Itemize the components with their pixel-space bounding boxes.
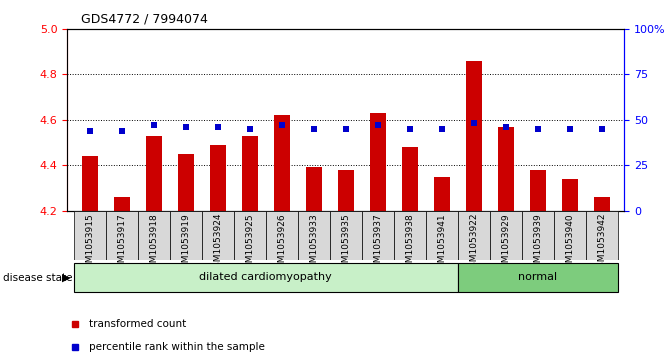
Text: GDS4772 / 7994074: GDS4772 / 7994074: [81, 13, 207, 26]
FancyBboxPatch shape: [297, 211, 329, 260]
Bar: [529, 170, 546, 211]
FancyBboxPatch shape: [362, 211, 394, 260]
FancyBboxPatch shape: [234, 211, 266, 260]
Text: GSM1053929: GSM1053929: [501, 213, 510, 274]
Bar: [370, 113, 386, 211]
Text: dilated cardiomyopathy: dilated cardiomyopathy: [199, 272, 332, 282]
Text: percentile rank within the sample: percentile rank within the sample: [89, 342, 265, 352]
Text: GSM1053917: GSM1053917: [117, 213, 126, 274]
Text: GSM1053941: GSM1053941: [437, 213, 446, 274]
Text: GSM1053919: GSM1053919: [181, 213, 190, 274]
Text: GSM1053935: GSM1053935: [341, 213, 350, 274]
FancyBboxPatch shape: [329, 211, 362, 260]
Bar: [498, 127, 513, 211]
Bar: [594, 197, 610, 211]
Bar: [242, 136, 258, 211]
Bar: [81, 156, 97, 211]
FancyBboxPatch shape: [201, 211, 234, 260]
Bar: [466, 61, 482, 211]
Bar: [305, 167, 321, 211]
Bar: [274, 115, 290, 211]
FancyBboxPatch shape: [170, 211, 201, 260]
Text: GSM1053922: GSM1053922: [469, 213, 478, 273]
Text: GSM1053937: GSM1053937: [373, 213, 382, 274]
Bar: [146, 136, 162, 211]
FancyBboxPatch shape: [266, 211, 297, 260]
Text: GSM1053938: GSM1053938: [405, 213, 414, 274]
Bar: [338, 170, 354, 211]
FancyBboxPatch shape: [425, 211, 458, 260]
Text: GSM1053918: GSM1053918: [149, 213, 158, 274]
Text: GSM1053942: GSM1053942: [597, 213, 606, 273]
Text: GSM1053915: GSM1053915: [85, 213, 94, 274]
FancyBboxPatch shape: [394, 211, 425, 260]
FancyBboxPatch shape: [138, 211, 170, 260]
FancyBboxPatch shape: [74, 263, 458, 293]
Text: GSM1053933: GSM1053933: [309, 213, 318, 274]
FancyBboxPatch shape: [458, 263, 617, 293]
Text: GSM1053940: GSM1053940: [565, 213, 574, 274]
Bar: [209, 145, 225, 211]
Text: transformed count: transformed count: [89, 319, 187, 329]
Text: GSM1053939: GSM1053939: [533, 213, 542, 274]
Bar: [562, 179, 578, 211]
FancyBboxPatch shape: [521, 211, 554, 260]
FancyBboxPatch shape: [105, 211, 138, 260]
Text: GSM1053925: GSM1053925: [245, 213, 254, 274]
Bar: [401, 147, 417, 211]
FancyBboxPatch shape: [74, 211, 105, 260]
Text: disease state: disease state: [3, 273, 73, 283]
Bar: [113, 197, 130, 211]
FancyBboxPatch shape: [458, 211, 490, 260]
Text: GSM1053926: GSM1053926: [277, 213, 286, 274]
Bar: [178, 154, 193, 211]
Bar: [433, 176, 450, 211]
Text: ▶: ▶: [62, 273, 70, 283]
Text: GSM1053924: GSM1053924: [213, 213, 222, 273]
Text: normal: normal: [518, 272, 557, 282]
FancyBboxPatch shape: [586, 211, 617, 260]
FancyBboxPatch shape: [490, 211, 521, 260]
FancyBboxPatch shape: [554, 211, 586, 260]
